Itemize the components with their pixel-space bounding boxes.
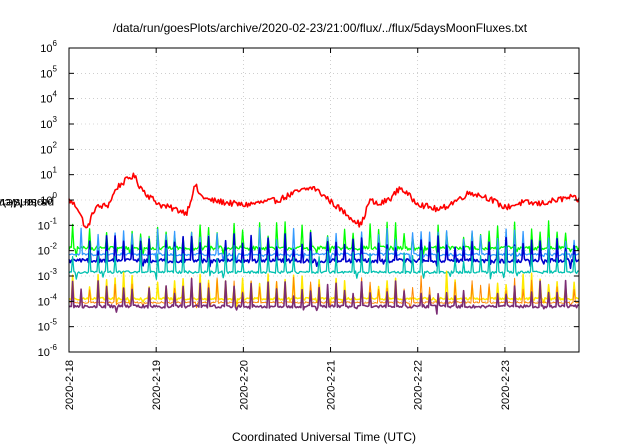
y-tick-label: 10-4	[38, 292, 58, 308]
series-line	[68, 277, 580, 315]
series-line	[68, 270, 580, 308]
x-axis-label: Coordinated Universal Time (UTC)	[231, 430, 417, 444]
x-tick-label: 2020-2-19	[151, 360, 163, 410]
x-tick-label: 2020-2-23	[500, 360, 512, 410]
y-tick-label: 10-3	[38, 267, 58, 283]
chart-title: /data/run/goesPlots/archive/2020-02-23/2…	[112, 21, 528, 35]
x-tick-label: 2020-2-22	[413, 360, 425, 410]
series-line	[68, 275, 580, 309]
y-tick-label: 102	[40, 140, 57, 156]
y-tick-label: 100	[40, 191, 57, 207]
y-tick-label: 10-1	[38, 216, 58, 232]
x-tick-label: 2020-2-21	[326, 360, 338, 410]
y-tick-label: 103	[40, 115, 57, 131]
y-tick-label: 10-6	[38, 343, 58, 359]
y-tick-label: 104	[40, 90, 57, 106]
series-line	[68, 231, 580, 270]
y-tick-label: 101	[40, 166, 57, 182]
x-tick-label: 2020-2-20	[238, 360, 250, 410]
y-tick-label: 106	[40, 39, 57, 55]
x-tick-label: 2020-2-18	[64, 360, 76, 410]
series-line	[68, 172, 580, 229]
series-line	[68, 220, 580, 258]
y-tick-label: 10-5	[38, 318, 58, 334]
series-line	[68, 244, 580, 280]
y-tick-label: 105	[40, 64, 57, 80]
series-line	[68, 227, 580, 264]
y-tick-label: 10-2	[38, 242, 58, 258]
